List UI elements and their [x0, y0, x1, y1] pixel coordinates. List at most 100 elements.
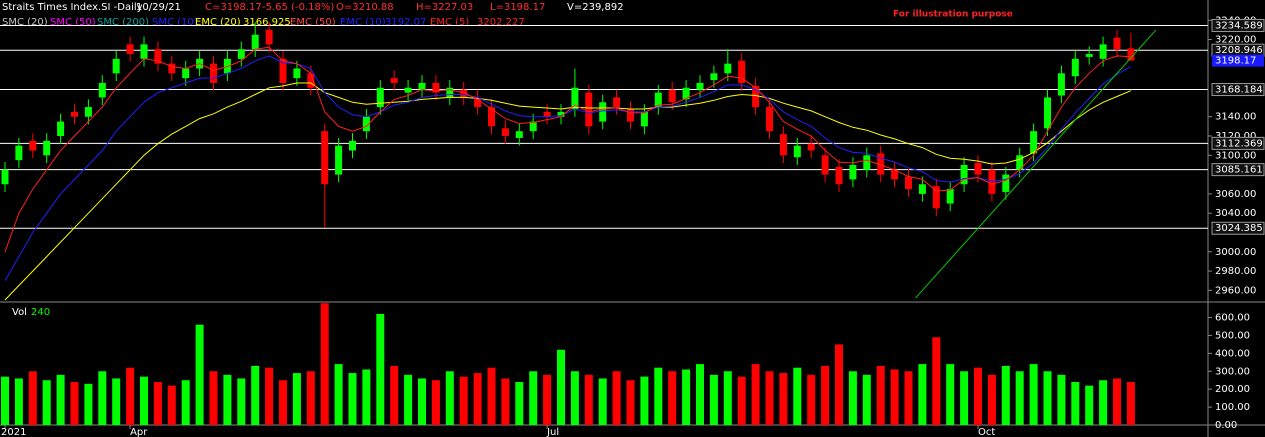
- x-tick-label: 2021: [1, 427, 26, 437]
- volume-bar: [390, 365, 399, 425]
- level-label: 3085.161: [1215, 165, 1263, 176]
- volume-tick-label: 600.00: [1215, 313, 1250, 324]
- quote-value: -5.65 (-0.18%): [262, 2, 334, 13]
- volume-bar: [404, 374, 413, 425]
- y-tick-label: 2980.00: [1215, 266, 1256, 277]
- volume-bar: [960, 371, 969, 425]
- volume-bar: [1099, 380, 1108, 425]
- volume-bar: [56, 374, 65, 425]
- legend-entry: SMC (50): [50, 17, 96, 28]
- quote-value: V=239,892: [567, 2, 624, 13]
- legend-value: 3202.227: [477, 17, 525, 28]
- candle-body: [1113, 37, 1121, 50]
- candle-body: [1030, 131, 1038, 154]
- x-tick-label: Jul: [546, 427, 559, 437]
- volume-bar: [654, 367, 663, 425]
- candle-body: [585, 92, 593, 127]
- candle-body: [821, 155, 829, 175]
- indicator-line: [4, 55, 1132, 281]
- volume-bar: [904, 371, 913, 425]
- legend-entry: EMC (5): [430, 17, 469, 28]
- volume-bar: [876, 365, 885, 425]
- volume-bar: [223, 374, 232, 425]
- volume-bar: [320, 303, 329, 425]
- volume-bar: [431, 380, 440, 425]
- volume-bar: [251, 365, 260, 425]
- volume-bar: [112, 378, 121, 425]
- candle-body: [15, 145, 23, 161]
- volume-bar: [1029, 364, 1038, 425]
- level-label-box: [1211, 83, 1265, 97]
- volume-bar: [237, 378, 246, 425]
- volume-bar: [28, 371, 37, 425]
- volume-bar: [626, 380, 635, 425]
- candle-body: [863, 155, 871, 170]
- volume-bar: [1071, 382, 1080, 425]
- volume-bar: [84, 383, 93, 425]
- volume-bar: [167, 385, 176, 425]
- volume-bar: [70, 382, 79, 425]
- level-label: 3112.369: [1215, 138, 1263, 149]
- volume-bar: [765, 371, 774, 425]
- candle-body: [460, 89, 468, 98]
- y-tick-label: 3120.00: [1215, 131, 1256, 142]
- candle-body: [488, 107, 495, 127]
- candle-body: [140, 44, 148, 59]
- volume-tick-label: 300.00: [1215, 366, 1250, 377]
- candle-body: [112, 58, 120, 74]
- volume-bar: [306, 371, 315, 425]
- volume-bar: [209, 371, 218, 425]
- legend-entry: SMC (200): [97, 17, 149, 28]
- candle-body: [307, 73, 315, 88]
- level-label-box: [1211, 136, 1265, 150]
- volume-bar: [570, 371, 579, 425]
- legend-entry: EMC (20): [195, 17, 241, 28]
- x-tick-label: Oct: [978, 427, 995, 437]
- level-label-box: [1211, 18, 1265, 32]
- legend-entry: EMC (10): [340, 17, 386, 28]
- candle-body: [126, 44, 134, 55]
- candle-body: [335, 145, 343, 175]
- volume-bar: [543, 374, 552, 425]
- volume-bar: [279, 380, 287, 425]
- candle-body: [390, 78, 398, 83]
- level-label-box: [1211, 221, 1265, 235]
- candle-body: [779, 134, 787, 156]
- quote-value: O=3210.88: [336, 2, 394, 13]
- volume-bar: [584, 374, 593, 425]
- last-price-box: [1212, 54, 1264, 67]
- volume-bar: [529, 371, 538, 425]
- candle-body: [1016, 155, 1024, 170]
- y-tick-label: 3140.00: [1215, 112, 1256, 123]
- volume-bar: [1015, 371, 1024, 425]
- volume-bar: [181, 380, 190, 425]
- volume-bar: [974, 367, 982, 425]
- volume-bar: [640, 376, 649, 425]
- volume-bar: [376, 313, 385, 425]
- indicator-line: [4, 82, 1132, 301]
- annotation: For illustration purpose: [893, 10, 1013, 20]
- candle-body: [724, 63, 732, 74]
- volume-bar: [557, 349, 565, 425]
- candle-body: [905, 176, 912, 190]
- candle-body: [57, 121, 65, 137]
- volume-bar: [598, 378, 607, 425]
- candle-body: [515, 131, 523, 138]
- candle-body: [627, 109, 634, 122]
- volume-bar: [265, 367, 274, 425]
- candle-body: [1071, 58, 1079, 77]
- candle-body: [918, 184, 926, 194]
- legend-value: 3166.925: [243, 17, 291, 28]
- candle-body: [265, 29, 273, 45]
- level-label-box: [1211, 163, 1265, 177]
- candle-body: [599, 102, 607, 122]
- volume-bar: [946, 364, 955, 425]
- candle-body: [1002, 174, 1010, 192]
- volume-bar: [362, 369, 371, 425]
- date: 10/29/21: [136, 2, 181, 13]
- candle-body: [43, 140, 51, 156]
- volume-bar: [668, 371, 677, 425]
- legend-entry: SMC (20): [2, 17, 48, 28]
- last-price-label: 3198.17: [1215, 56, 1256, 67]
- candle-body: [738, 60, 746, 83]
